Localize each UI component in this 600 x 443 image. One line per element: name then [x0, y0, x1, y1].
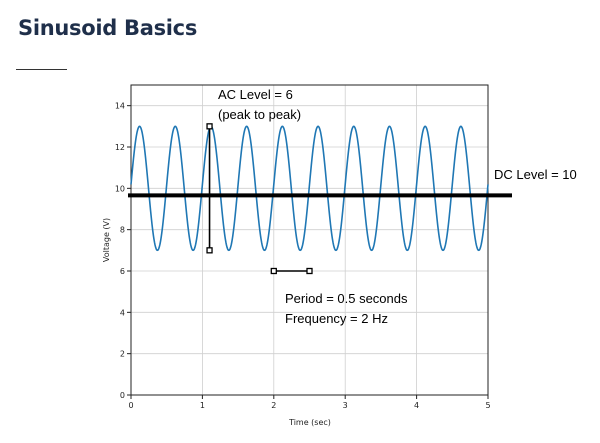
ac-level-marker-bottom	[206, 247, 213, 254]
y-tick-label: 8	[120, 226, 125, 235]
x-tick-label: 0	[128, 401, 133, 410]
period-marker-end	[306, 267, 313, 275]
x-tick-label: 2	[271, 401, 276, 410]
sinusoid-line	[130, 125, 489, 252]
x-axis-label: Time (sec)	[288, 418, 331, 427]
x-tick-label: 1	[200, 401, 205, 410]
title-underline	[16, 69, 67, 70]
ac-level-sublabel: (peak to peak)	[218, 107, 301, 122]
ac-level-marker-top	[206, 123, 213, 130]
plot-frame	[130, 84, 489, 396]
grid	[130, 85, 489, 396]
slide-title: Sinusoid Basics	[18, 16, 198, 40]
y-tick-label: 6	[120, 267, 125, 276]
y-tick-label: 2	[120, 350, 125, 359]
y-tick-label: 4	[120, 308, 125, 317]
y-tick-label: 10	[115, 184, 125, 193]
y-axis-label: Voltage (V)	[102, 218, 111, 262]
x-tick-label: 5	[485, 401, 490, 410]
dc-level-label: DC Level = 10	[494, 167, 577, 182]
period-marker-start	[270, 267, 277, 275]
y-tick-label: 12	[115, 143, 125, 152]
x-tick-label: 3	[343, 401, 348, 410]
y-tick-label: 14	[115, 102, 125, 111]
ac-level-label: AC Level = 6	[218, 87, 293, 102]
x-tick-label: 4	[414, 401, 419, 410]
frequency-label: Frequency = 2 Hz	[285, 311, 388, 326]
y-tick-label: 0	[120, 391, 125, 400]
period-label: Period = 0.5 seconds	[285, 291, 408, 306]
